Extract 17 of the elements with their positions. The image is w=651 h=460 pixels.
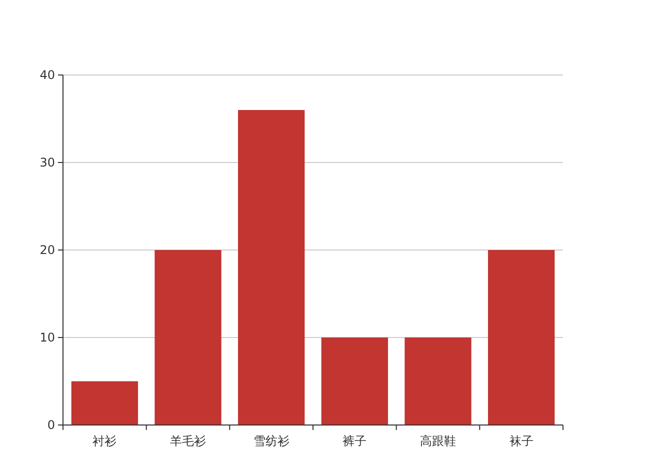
bar [321,338,388,425]
y-tick-label: 10 [40,330,55,344]
bar [238,110,305,425]
bar [154,250,222,425]
x-tick-label: 高跟鞋 [420,434,456,448]
x-tick-label: 雪纺衫 [253,434,290,448]
x-tick-label: 裤子 [342,434,367,448]
x-tick-label: 衬衫 [92,434,117,448]
x-tick-label: 袜子 [509,434,534,448]
y-tick-label: 30 [40,156,55,170]
bar [488,250,555,425]
bar [71,381,138,425]
x-tick-label: 羊毛衫 [170,434,206,448]
bar [404,338,472,425]
y-tick-label: 0 [47,418,55,432]
y-tick-label: 40 [40,68,55,82]
y-tick-label: 20 [40,243,55,257]
